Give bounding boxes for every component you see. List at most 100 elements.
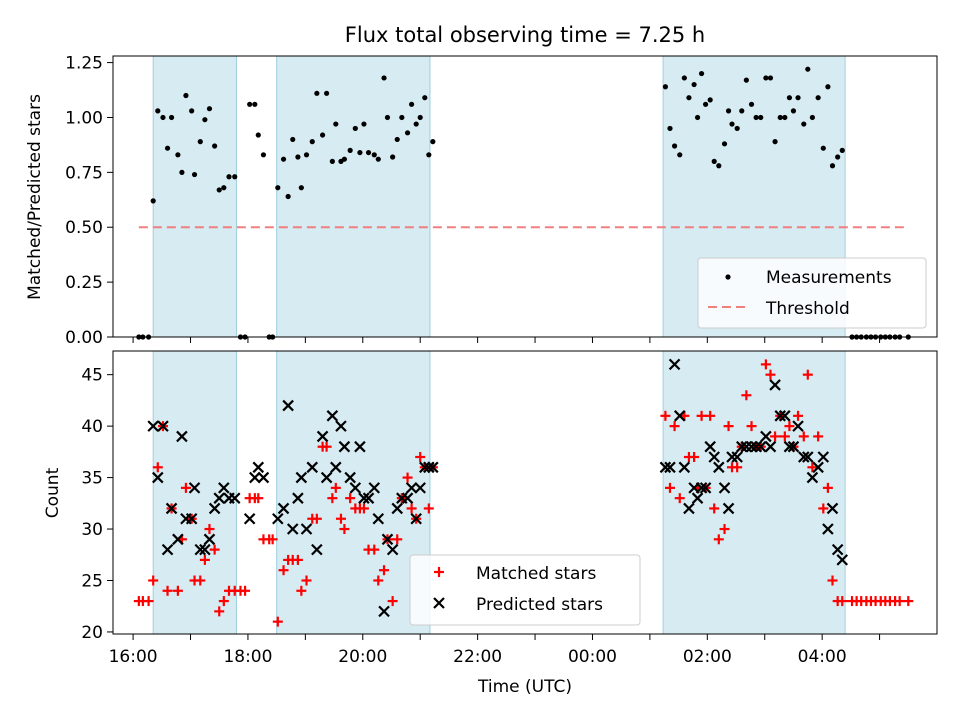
measurement-point <box>426 152 432 158</box>
predicted-star-point <box>683 502 695 515</box>
measurement-point <box>164 145 171 151</box>
measurement-point <box>677 152 683 158</box>
predicted-star-point <box>157 420 169 432</box>
measurement-point <box>815 95 821 101</box>
measurement-point <box>786 95 793 101</box>
shaded-intervals <box>152 55 846 635</box>
measurement-point <box>758 114 764 121</box>
measurement-point <box>381 75 387 81</box>
matched-star-point <box>204 524 215 535</box>
matched-star-point <box>741 390 752 401</box>
measurement-point <box>795 95 801 101</box>
measurement-point <box>160 114 166 121</box>
predicted-star-point <box>272 512 284 525</box>
predicted-star-point <box>344 471 356 484</box>
measurement-point <box>782 114 788 121</box>
measurement-point <box>739 108 745 114</box>
predicted-star-point <box>691 492 704 504</box>
measurement-point <box>150 198 156 204</box>
matched-star-point <box>770 431 781 442</box>
measurement-point <box>183 92 189 99</box>
bottom-ytick-label: 45 <box>81 366 103 386</box>
predicted-star-point <box>282 399 294 412</box>
predicted-star-point <box>713 461 725 474</box>
predicted-star-point <box>836 554 849 566</box>
matched-star-point <box>784 421 795 432</box>
predicted-star-point <box>194 543 207 556</box>
matched-star-point <box>321 441 332 452</box>
predicted-star-point <box>213 492 226 504</box>
top-ytick-label: 1.00 <box>65 108 103 128</box>
matched-star-point <box>689 451 700 462</box>
predicted-star-point <box>750 440 762 453</box>
measurement-point <box>314 90 320 96</box>
measurement-point <box>232 174 238 180</box>
matched-star-point <box>660 410 671 421</box>
matched-star-point <box>330 482 341 493</box>
measurement-point <box>285 193 291 200</box>
predicted-star-point <box>760 430 772 443</box>
matched-star-point <box>301 575 312 586</box>
measurement-point <box>767 75 774 81</box>
chart-title: Flux total observing time = 7.25 h <box>345 23 705 47</box>
matched-star-point <box>705 410 716 421</box>
measurement-point <box>721 141 728 147</box>
predicted-star-point <box>228 492 241 504</box>
measurement-point <box>155 108 161 114</box>
measurement-point <box>252 101 258 107</box>
top-y-axis-label: Matched/Predicted stars <box>25 94 45 300</box>
predicted-star-point <box>401 492 414 504</box>
measurement-point <box>384 114 391 121</box>
matched-star-point <box>894 596 905 607</box>
measurement-point <box>399 114 405 121</box>
measurement-point <box>275 185 281 191</box>
bottom-ytick-label: 35 <box>81 469 103 489</box>
top-ytick-label: 0.75 <box>65 163 103 183</box>
matched-star-point <box>335 513 346 524</box>
measurement-point <box>221 185 227 191</box>
matched-star-point <box>406 503 417 514</box>
predicted-star-point <box>391 502 404 515</box>
measurement-point <box>801 121 807 127</box>
predicted-star-point <box>410 512 422 525</box>
predicted-star-point <box>295 471 308 484</box>
measurement-point <box>255 132 261 138</box>
measurement-point <box>772 139 778 145</box>
predicted-star-point <box>745 440 758 453</box>
measurement-point <box>829 163 836 169</box>
predicted-star-point <box>378 605 390 618</box>
measurement-point <box>375 156 381 162</box>
predicted-star-point <box>165 502 178 515</box>
xtick-label: 02:00 <box>683 647 732 667</box>
measurement-point <box>197 139 203 145</box>
predicted-star-point <box>708 451 720 463</box>
measurement-point <box>716 163 722 169</box>
matched-star-point <box>339 524 350 535</box>
matched-star-point <box>719 524 730 535</box>
measurement-point <box>667 125 673 132</box>
predicted-star-point <box>335 420 347 432</box>
predicted-star-point <box>718 482 731 494</box>
measurement-point <box>341 156 348 162</box>
predicted-star-point <box>161 543 174 556</box>
matched-star-point <box>199 554 210 565</box>
top-ytick-label: 0.25 <box>65 273 103 293</box>
matched-star-point <box>696 410 707 421</box>
predicted-star-point <box>172 533 184 546</box>
matched-star-point <box>903 596 914 607</box>
xtick-label: 00:00 <box>568 647 617 667</box>
predicted-star-point <box>774 410 787 422</box>
measurement-point <box>408 101 415 107</box>
matched-star-point <box>379 565 390 576</box>
matched-star-point <box>827 575 838 586</box>
measurement-point <box>202 117 208 123</box>
measurement-point <box>413 121 419 127</box>
predicted-star-point <box>722 502 735 515</box>
xtick-label: 16:00 <box>109 647 158 667</box>
measurement-point <box>711 158 717 164</box>
matched-star-point <box>152 462 163 473</box>
predicted-star-point <box>176 430 188 443</box>
matched-star-point <box>818 503 829 514</box>
predicted-star-point <box>185 512 198 525</box>
